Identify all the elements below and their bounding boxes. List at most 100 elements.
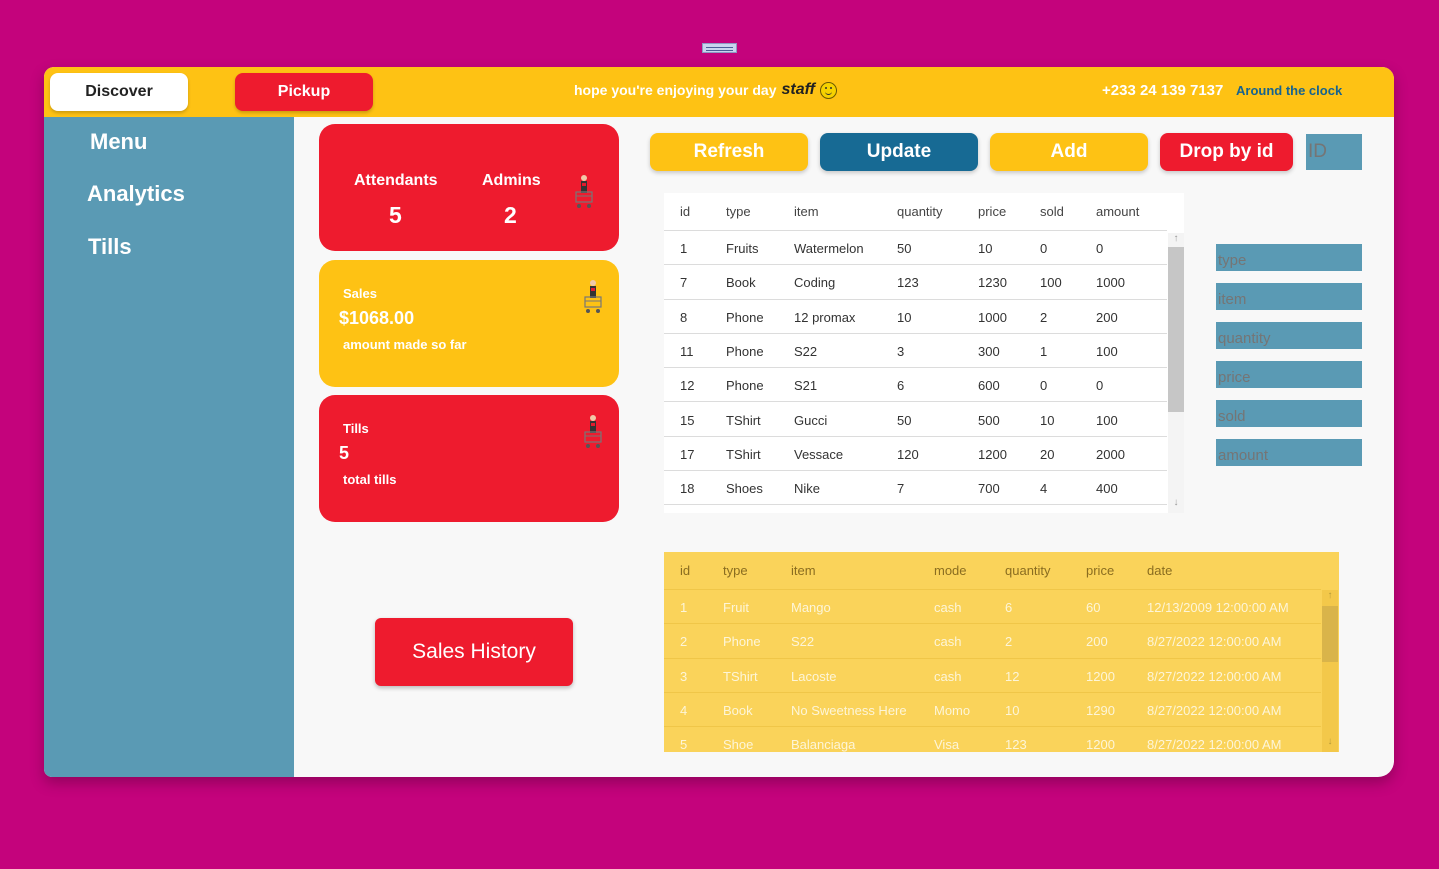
table-cell-sold: 10 xyxy=(1040,412,1055,428)
attendants-label: Attendants xyxy=(354,172,438,189)
column-header-type[interactable]: type xyxy=(723,563,748,578)
item-input[interactable] xyxy=(1216,283,1362,310)
window-drag-handle[interactable] xyxy=(702,43,737,53)
table-cell-quantity: 123 xyxy=(1005,737,1027,752)
table-cell-sold: 20 xyxy=(1040,446,1055,462)
column-header-type[interactable]: type xyxy=(726,204,751,219)
scroll-thumb[interactable] xyxy=(1322,606,1338,662)
top-bar: Discover Pickup hope you're enjoying you… xyxy=(44,67,1394,117)
column-header-sold[interactable]: sold xyxy=(1040,204,1064,219)
table-row[interactable]: 1 Fruit Mango cash 6 60 12/13/2009 12:00:00 AM xyxy=(664,590,1321,625)
table-cell-item: S21 xyxy=(794,378,818,394)
table-cell-quantity: 6 xyxy=(897,378,905,394)
scroll-up-icon[interactable]: ↑ xyxy=(1173,233,1179,244)
column-header-mode[interactable]: mode xyxy=(934,563,967,578)
table-row[interactable]: 11 Phone S22 3 300 1 100 xyxy=(664,334,1167,369)
table-cell-price: 600 xyxy=(978,378,1000,394)
tills-value: 5 xyxy=(339,443,350,463)
admins-label: Admins xyxy=(482,172,541,189)
table-cell-type: TShirt xyxy=(723,668,758,684)
column-header-item[interactable]: item xyxy=(791,563,816,578)
sidebar-item-analytics[interactable]: Analytics xyxy=(87,181,185,206)
table-row[interactable]: 7 Book Coding 123 1230 100 1000 xyxy=(664,265,1167,300)
table-cell-price: 1230 xyxy=(978,275,1007,291)
table-row[interactable]: 5 Shoe Balanciaga Visa 123 1200 8/27/2022 12:0… xyxy=(664,727,1321,752)
table-row[interactable]: 17 TShirt Vessace 120 1200 20 2000 xyxy=(664,437,1167,472)
table-cell-quantity: 10 xyxy=(1005,702,1020,718)
table-cell-type: Fruit xyxy=(723,600,749,615)
table-cell-sold: 0 xyxy=(1040,378,1048,394)
table-cell-item: S22 xyxy=(791,634,815,650)
table-cell-quantity: 7 xyxy=(897,481,905,497)
table-cell-id: 15 xyxy=(680,412,695,428)
quantity-input[interactable] xyxy=(1216,322,1362,349)
table-cell-quantity: 12 xyxy=(1005,668,1020,684)
add-button[interactable]: Add xyxy=(990,133,1148,171)
table-cell-type: Phone xyxy=(723,634,761,650)
column-header-id[interactable]: id xyxy=(680,204,691,219)
drop-by-id-button[interactable]: Drop by id xyxy=(1160,133,1293,171)
table-row[interactable]: 3 TShirt Lacoste cash 12 1200 8/27/2022 12:00:… xyxy=(664,659,1321,693)
table-cell-item: Vessace xyxy=(794,446,844,462)
column-header-amount[interactable]: amount xyxy=(1096,204,1140,219)
table-cell-type: Shoe xyxy=(723,737,754,752)
header-divider xyxy=(664,230,1167,231)
column-header-price[interactable]: price xyxy=(978,204,1007,219)
inventory-table: id type item quantity price sold amount 1 Fruit… xyxy=(664,193,1184,513)
table-cell-price: 300 xyxy=(978,343,1000,359)
inventory-scrollbar[interactable]: ↑ ↓ xyxy=(1168,233,1184,513)
table-cell-price: 1200 xyxy=(1086,668,1115,684)
shopper-icon xyxy=(584,280,602,313)
table-row[interactable]: 18 Shoes Nike 7 700 4 400 xyxy=(664,471,1167,506)
discover-button[interactable]: Discover xyxy=(50,73,188,111)
tills-label: Tills xyxy=(343,421,369,436)
column-header-price[interactable]: price xyxy=(1086,563,1115,578)
update-button[interactable]: Update xyxy=(820,133,978,171)
history-scrollbar[interactable]: ↑ ↓ xyxy=(1322,590,1338,752)
pickup-button[interactable]: Pickup xyxy=(235,73,373,111)
tills-caption: total tills xyxy=(343,472,397,487)
table-row[interactable]: 1 Fruits Watermelon 50 10 0 0 xyxy=(664,231,1167,266)
column-header-quantity[interactable]: quantity xyxy=(1005,563,1051,578)
scroll-thumb[interactable] xyxy=(1168,247,1184,412)
sales-value: $1068.00 xyxy=(339,308,415,328)
scroll-down-icon[interactable]: ↓ xyxy=(1327,736,1333,747)
table-cell-type: Shoes xyxy=(726,481,763,497)
table-cell-item: Nike xyxy=(794,481,821,497)
attendants-value: 5 xyxy=(389,202,402,228)
column-header-id[interactable]: id xyxy=(680,563,691,578)
table-cell-price: 500 xyxy=(978,412,1000,428)
sales-history-button[interactable]: Sales History xyxy=(375,618,573,686)
sidebar-item-tills[interactable]: Tills xyxy=(88,234,132,259)
table-row[interactable]: 4 Book No Sweetness Here Momo 10 1290 8/27/202… xyxy=(664,693,1321,728)
table-row[interactable]: 8 Phone 12 promax 10 1000 2 200 xyxy=(664,300,1167,334)
table-cell-id: 5 xyxy=(680,737,688,752)
refresh-button[interactable]: Refresh xyxy=(650,133,808,171)
header-divider xyxy=(664,589,1321,590)
sold-input[interactable] xyxy=(1216,400,1362,427)
admins-value: 2 xyxy=(504,202,517,228)
table-cell-amount: 1000 xyxy=(1096,275,1125,291)
scroll-down-icon[interactable]: ↓ xyxy=(1173,497,1179,508)
price-input[interactable] xyxy=(1216,361,1362,388)
table-cell-mode: cash xyxy=(934,668,962,684)
table-cell-item: Coding xyxy=(794,275,836,291)
table-cell-item: S22 xyxy=(794,343,818,359)
sidebar-item-menu[interactable]: Menu xyxy=(90,129,148,154)
column-header-date[interactable]: date xyxy=(1147,563,1173,578)
table-cell-type: TShirt xyxy=(726,412,761,428)
around-the-clock-link[interactable]: Around the clock xyxy=(1236,83,1343,98)
table-row[interactable]: 12 Phone S21 6 600 0 0 xyxy=(664,368,1167,403)
id-input[interactable] xyxy=(1306,134,1362,170)
scroll-up-icon[interactable]: ↑ xyxy=(1327,590,1333,601)
table-cell-item: No Sweetness Here xyxy=(791,702,907,718)
type-input[interactable] xyxy=(1216,244,1362,271)
column-header-quantity[interactable]: quantity xyxy=(897,204,943,219)
column-header-item[interactable]: item xyxy=(794,204,819,219)
table-row[interactable]: 2 Phone S22 cash 2 200 8/27/2022 12:00:00 AM xyxy=(664,624,1321,659)
table-row[interactable]: 15 TShirt Gucci 50 500 10 100 xyxy=(664,403,1167,437)
amount-input[interactable] xyxy=(1216,439,1362,466)
table-cell-id: 17 xyxy=(680,446,695,462)
table-cell-quantity: 10 xyxy=(897,309,912,325)
table-cell-price: 700 xyxy=(978,481,1000,497)
